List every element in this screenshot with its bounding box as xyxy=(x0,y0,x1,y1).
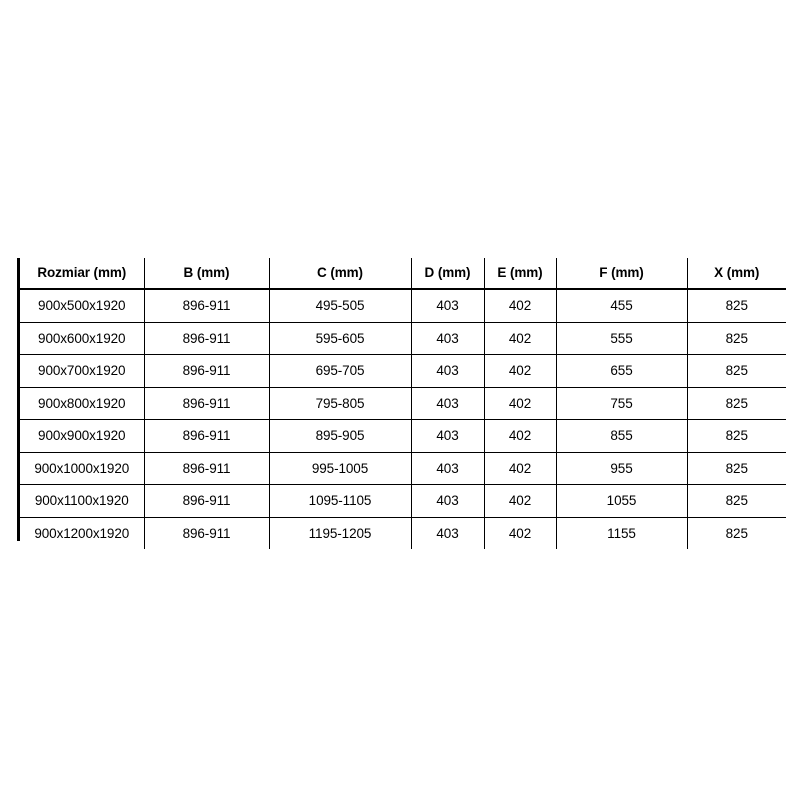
dimensions-table-container: Rozmiar (mm) B (mm) C (mm) D (mm) E (mm)… xyxy=(17,258,786,549)
cell-c: 795-805 xyxy=(268,386,411,420)
cell-b: 896-911 xyxy=(143,321,269,355)
cell-f: 755 xyxy=(555,386,687,420)
cell-x: 825 xyxy=(686,289,786,322)
cell-c: 1095-1105 xyxy=(268,484,411,517)
cell-x: 825 xyxy=(686,386,786,420)
column-header-f: F (mm) xyxy=(555,258,687,290)
cell-f: 1055 xyxy=(555,484,687,517)
cell-b: 896-911 xyxy=(143,484,269,517)
table-row: 900x1000x1920 896-911 995-1005 403 402 9… xyxy=(20,451,786,485)
cell-x: 825 xyxy=(686,484,786,517)
cell-c: 1195-1205 xyxy=(268,516,411,549)
column-header-e: E (mm) xyxy=(483,258,556,290)
cell-f: 655 xyxy=(555,354,687,387)
cell-c: 695-705 xyxy=(268,354,411,387)
cell-x: 825 xyxy=(686,451,786,485)
cell-size: 900x500x1920 xyxy=(20,289,144,322)
cell-x: 825 xyxy=(686,354,786,387)
cell-b: 896-911 xyxy=(143,354,269,387)
cell-e: 402 xyxy=(483,484,556,517)
table-row: 900x900x1920 896-911 895-905 403 402 855… xyxy=(20,419,786,452)
cell-e: 402 xyxy=(483,289,556,322)
cell-size: 900x1100x1920 xyxy=(20,484,144,517)
cell-e: 402 xyxy=(483,386,556,420)
cell-b: 896-911 xyxy=(143,516,269,549)
cell-f: 555 xyxy=(555,321,687,355)
table-row: 900x600x1920 896-911 595-605 403 402 555… xyxy=(20,321,786,355)
cell-x: 825 xyxy=(686,419,786,452)
cell-c: 495-505 xyxy=(268,289,411,322)
table-row: 900x800x1920 896-911 795-805 403 402 755… xyxy=(20,386,786,420)
cell-d: 403 xyxy=(410,386,484,420)
cell-size: 900x1200x1920 xyxy=(20,516,144,549)
table-row: 900x700x1920 896-911 695-705 403 402 655… xyxy=(20,354,786,387)
cell-b: 896-911 xyxy=(143,289,269,322)
cell-e: 402 xyxy=(483,451,556,485)
table-body: 900x500x1920 896-911 495-505 403 402 455… xyxy=(20,289,786,549)
cell-d: 403 xyxy=(410,289,484,322)
cell-size: 900x600x1920 xyxy=(20,321,144,355)
column-header-b: B (mm) xyxy=(143,258,269,290)
cell-f: 455 xyxy=(555,289,687,322)
table-row: 900x1100x1920 896-911 1095-1105 403 402 … xyxy=(20,484,786,517)
dimensions-table: Rozmiar (mm) B (mm) C (mm) D (mm) E (mm)… xyxy=(20,258,786,549)
cell-d: 403 xyxy=(410,354,484,387)
cell-size: 900x1000x1920 xyxy=(20,451,144,485)
table-header: Rozmiar (mm) B (mm) C (mm) D (mm) E (mm)… xyxy=(20,258,786,290)
cell-b: 896-911 xyxy=(143,451,269,485)
cell-d: 403 xyxy=(410,419,484,452)
cell-x: 825 xyxy=(686,321,786,355)
cell-f: 855 xyxy=(555,419,687,452)
cell-e: 402 xyxy=(483,516,556,549)
table-row: 900x500x1920 896-911 495-505 403 402 455… xyxy=(20,289,786,322)
cell-d: 403 xyxy=(410,451,484,485)
cell-e: 402 xyxy=(483,354,556,387)
cell-d: 403 xyxy=(410,321,484,355)
cell-f: 1155 xyxy=(555,516,687,549)
cell-f: 955 xyxy=(555,451,687,485)
table-row: 900x1200x1920 896-911 1195-1205 403 402 … xyxy=(20,516,786,549)
column-header-x: X (mm) xyxy=(686,258,786,290)
cell-size: 900x900x1920 xyxy=(20,419,144,452)
cell-b: 896-911 xyxy=(143,386,269,420)
column-header-size: Rozmiar (mm) xyxy=(20,258,144,290)
cell-c: 995-1005 xyxy=(268,451,411,485)
cell-d: 403 xyxy=(410,516,484,549)
cell-e: 402 xyxy=(483,419,556,452)
cell-d: 403 xyxy=(410,484,484,517)
column-header-d: D (mm) xyxy=(410,258,484,290)
cell-size: 900x700x1920 xyxy=(20,354,144,387)
cell-x: 825 xyxy=(686,516,786,549)
table-header-row: Rozmiar (mm) B (mm) C (mm) D (mm) E (mm)… xyxy=(20,258,786,290)
cell-c: 895-905 xyxy=(268,419,411,452)
column-header-c: C (mm) xyxy=(268,258,411,290)
cell-size: 900x800x1920 xyxy=(20,386,144,420)
cell-b: 896-911 xyxy=(143,419,269,452)
cell-e: 402 xyxy=(483,321,556,355)
cell-c: 595-605 xyxy=(268,321,411,355)
